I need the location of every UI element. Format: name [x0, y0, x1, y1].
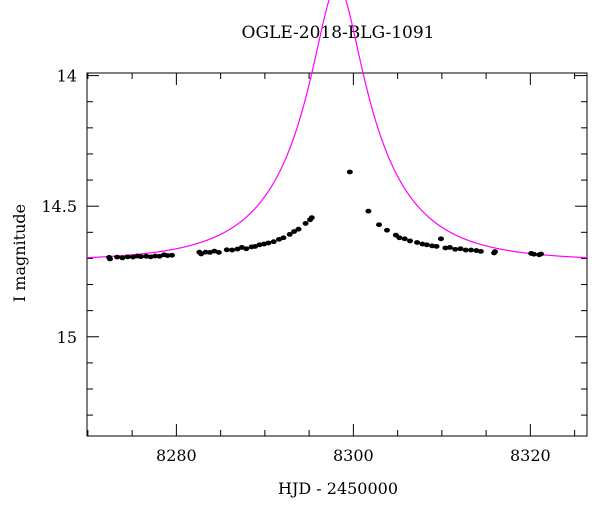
data-point: [396, 235, 403, 241]
axis-ticks: [87, 73, 587, 436]
data-point: [137, 254, 144, 259]
data-point: [346, 169, 353, 175]
data-point: [401, 236, 408, 242]
data-point: [477, 248, 484, 254]
data-point: [530, 251, 537, 257]
x-tick-labels: 8280 8300 8320: [156, 446, 551, 465]
data-point: [119, 255, 126, 261]
data-point: [442, 245, 449, 251]
data-point: [229, 247, 236, 253]
plot-frame: [86, 72, 588, 437]
data-point: [437, 236, 444, 242]
data-point: [114, 254, 121, 260]
data-point: [457, 246, 464, 252]
data-point: [286, 231, 293, 237]
data-point: [407, 238, 414, 244]
data-point: [452, 246, 459, 252]
data-point: [384, 227, 390, 233]
data-point: [537, 251, 544, 257]
y-tick-labels: 14 14.5 15: [41, 67, 77, 347]
data-point: [265, 240, 272, 246]
data-point: [152, 253, 159, 259]
data-point: [168, 252, 175, 258]
data-point: [414, 240, 421, 245]
data-point: [462, 247, 469, 253]
data-point: [491, 249, 498, 255]
data-point: [302, 221, 309, 226]
chart-title: OGLE-2018-BLG-1091: [242, 23, 435, 43]
data-point: [365, 208, 372, 214]
x-axis-label: HJD - 2450000: [278, 479, 398, 498]
data-point: [429, 243, 436, 249]
data-point: [107, 256, 114, 262]
x-tick-label: 8280: [156, 446, 197, 465]
model-curve: [86, 0, 588, 259]
data-point: [423, 242, 430, 248]
data-point: [295, 226, 302, 232]
data-point: [143, 253, 150, 259]
y-tick-label: 14: [57, 67, 77, 86]
x-tick-label: 8320: [510, 446, 551, 465]
y-tick-label: 14.5: [41, 197, 77, 216]
data-point: [270, 239, 277, 245]
x-tick-label: 8300: [333, 446, 374, 465]
y-axis-label: I magnitude: [10, 204, 29, 302]
data-point: [376, 222, 383, 228]
data-point: [198, 251, 205, 257]
data-point: [280, 235, 287, 241]
data-point: [215, 250, 222, 255]
data-point: [124, 254, 131, 260]
data-points: [106, 169, 544, 262]
plot-area: [86, 0, 588, 262]
data-point: [291, 229, 298, 234]
data-point: [202, 249, 209, 255]
data-point: [164, 253, 171, 258]
data-point: [308, 215, 315, 221]
data-point: [223, 247, 230, 253]
data-point: [468, 247, 475, 253]
y-tick-label: 15: [57, 328, 77, 347]
data-point: [243, 246, 250, 252]
data-point: [433, 244, 440, 249]
data-point: [446, 245, 453, 250]
